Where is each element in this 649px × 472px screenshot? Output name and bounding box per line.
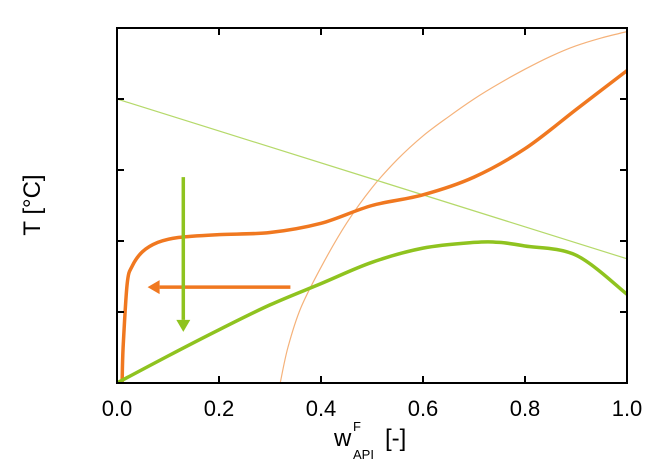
x-tick-label: 0.2 xyxy=(204,396,235,421)
series-line-thick-orange xyxy=(120,68,627,383)
orange-arrow xyxy=(147,280,291,295)
green-arrow-head xyxy=(176,319,191,332)
x-tick-label: 1.0 xyxy=(612,396,643,421)
series-line-thick-green xyxy=(117,240,627,383)
tick-label-layer: 0.0 0.2 0.4 0.6 0.8 1.0 xyxy=(102,396,643,421)
x-axis-label-superscript: F xyxy=(353,419,361,434)
series-layer xyxy=(117,31,627,383)
arrow-layer xyxy=(147,177,291,332)
x-tick-label: 0.6 xyxy=(408,396,439,421)
x-axis-label-main: w xyxy=(333,425,352,452)
y-axis-label: T [°C] xyxy=(19,174,46,235)
x-tick-label: 0.4 xyxy=(306,396,337,421)
series-line-thin-light-green xyxy=(117,98,627,260)
x-tick-label: 0.0 xyxy=(102,396,133,421)
tick-layer xyxy=(116,27,628,384)
series-line-thin-light-orange xyxy=(279,31,627,383)
green-arrow xyxy=(176,177,191,332)
x-tick-label: 0.8 xyxy=(510,396,541,421)
x-axis-label: w F API [-] xyxy=(333,419,406,462)
x-axis-label-subscript: API xyxy=(353,447,374,462)
orange-arrow-head xyxy=(147,280,160,295)
plot-frame xyxy=(116,27,628,384)
x-axis-label-suffix: [-] xyxy=(385,425,406,452)
